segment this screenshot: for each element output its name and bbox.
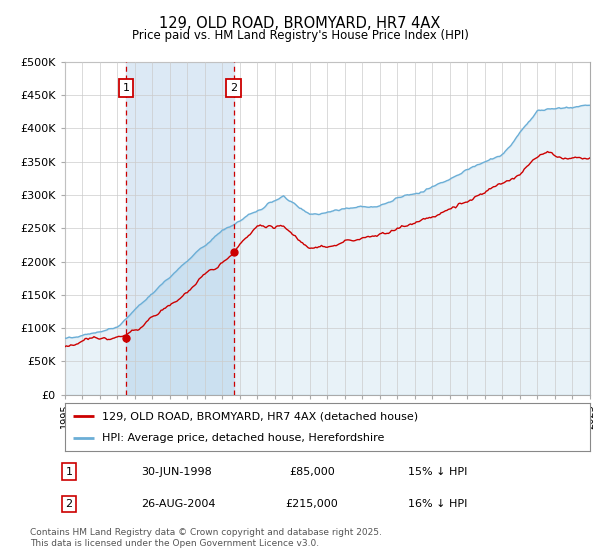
- Bar: [126, 62, 233, 395]
- Text: 15% ↓ HPI: 15% ↓ HPI: [409, 466, 467, 477]
- Text: 2: 2: [65, 499, 73, 509]
- Text: Price paid vs. HM Land Registry's House Price Index (HPI): Price paid vs. HM Land Registry's House …: [131, 29, 469, 42]
- Text: 1: 1: [65, 466, 73, 477]
- Text: 1: 1: [122, 83, 130, 94]
- Text: 26-AUG-2004: 26-AUG-2004: [141, 499, 215, 509]
- Text: 129, OLD ROAD, BROMYARD, HR7 4AX: 129, OLD ROAD, BROMYARD, HR7 4AX: [160, 16, 440, 31]
- Text: 129, OLD ROAD, BROMYARD, HR7 4AX (detached house): 129, OLD ROAD, BROMYARD, HR7 4AX (detach…: [101, 411, 418, 421]
- Text: £215,000: £215,000: [286, 499, 338, 509]
- Text: £85,000: £85,000: [289, 466, 335, 477]
- Text: Contains HM Land Registry data © Crown copyright and database right 2025.
This d: Contains HM Land Registry data © Crown c…: [30, 528, 382, 548]
- Text: HPI: Average price, detached house, Herefordshire: HPI: Average price, detached house, Here…: [101, 433, 384, 443]
- Text: 16% ↓ HPI: 16% ↓ HPI: [409, 499, 467, 509]
- Text: 30-JUN-1998: 30-JUN-1998: [141, 466, 212, 477]
- Text: 2: 2: [230, 83, 237, 94]
